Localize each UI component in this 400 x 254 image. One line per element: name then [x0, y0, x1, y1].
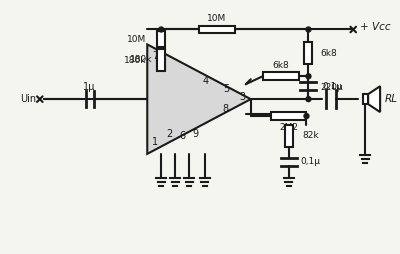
Text: 8: 8 — [223, 104, 229, 114]
Text: 1: 1 — [152, 137, 158, 147]
Bar — [363, 94, 368, 104]
Circle shape — [306, 27, 311, 32]
Text: 6: 6 — [179, 131, 185, 141]
Text: 0,1µ: 0,1µ — [322, 82, 342, 91]
Polygon shape — [147, 44, 251, 154]
Text: 6k8: 6k8 — [320, 49, 337, 58]
Bar — [199, 25, 235, 34]
Text: 2M2: 2M2 — [279, 122, 298, 132]
Bar — [284, 125, 292, 147]
Text: 5: 5 — [223, 84, 229, 94]
Circle shape — [159, 27, 164, 32]
Text: 180k: 180k — [124, 56, 146, 65]
Polygon shape — [368, 86, 380, 112]
Text: 220µ: 220µ — [320, 83, 343, 92]
Bar — [157, 49, 165, 70]
Text: 4: 4 — [203, 76, 209, 86]
Text: RL: RL — [385, 94, 398, 104]
Text: 6k8: 6k8 — [272, 61, 289, 70]
Text: 10M: 10M — [127, 35, 146, 44]
Text: 3: 3 — [240, 92, 246, 102]
Bar — [157, 49, 165, 71]
Text: 1µ: 1µ — [83, 82, 96, 92]
Bar — [304, 42, 312, 64]
Bar — [263, 72, 298, 80]
Bar — [271, 112, 306, 120]
Bar — [157, 31, 165, 47]
Text: 82k: 82k — [302, 132, 319, 140]
Circle shape — [304, 114, 309, 119]
Text: 180k: 180k — [130, 55, 152, 64]
Text: 9: 9 — [192, 129, 198, 139]
Circle shape — [306, 97, 311, 102]
Text: 2: 2 — [166, 129, 172, 139]
Text: 0,1µ: 0,1µ — [300, 157, 320, 166]
Text: + Vcc: + Vcc — [360, 23, 391, 33]
Circle shape — [306, 74, 311, 79]
Text: Uin: Uin — [20, 94, 36, 104]
Text: 10M: 10M — [207, 14, 226, 23]
Text: 7: 7 — [152, 51, 158, 61]
